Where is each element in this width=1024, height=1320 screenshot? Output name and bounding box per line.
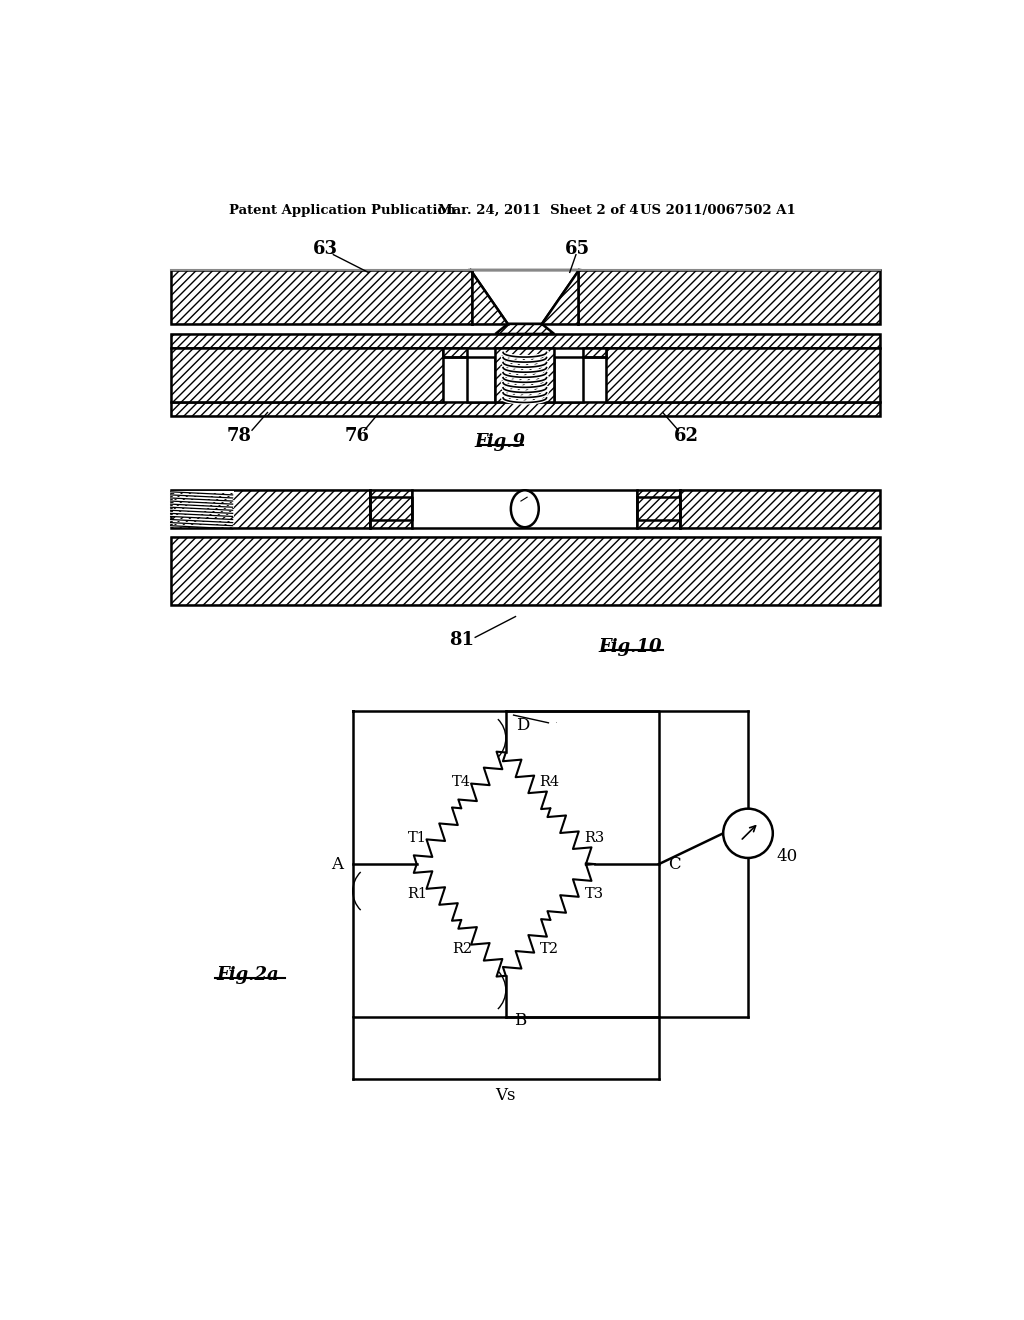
Text: T4: T4 [453,775,471,789]
Polygon shape [443,348,467,358]
Text: R4: R4 [540,775,560,789]
Text: T3: T3 [585,887,604,900]
Text: US 2011/0067502 A1: US 2011/0067502 A1 [640,205,796,218]
Polygon shape [171,403,880,416]
Text: 62: 62 [674,426,698,445]
Text: Fig.10: Fig.10 [598,639,662,656]
Polygon shape [171,490,370,528]
Polygon shape [583,348,606,358]
Polygon shape [542,271,579,323]
Ellipse shape [511,490,539,527]
Text: R3: R3 [585,830,604,845]
Polygon shape [171,537,880,605]
Polygon shape [578,271,880,323]
Text: Fig.2a: Fig.2a [217,966,280,983]
Text: D: D [516,717,529,734]
Bar [413,490,637,528]
Polygon shape [370,490,413,528]
Polygon shape [171,334,880,348]
Polygon shape [471,271,579,323]
Text: Patent Application Publication: Patent Application Publication [228,205,456,218]
Text: 76: 76 [344,426,369,445]
Polygon shape [637,490,680,528]
Polygon shape [171,348,443,403]
Circle shape [723,809,773,858]
Text: 40: 40 [776,847,798,865]
Text: T2: T2 [541,942,559,957]
Text: R2: R2 [452,942,472,957]
Text: R1: R1 [408,887,427,900]
Text: Vs: Vs [496,1086,516,1104]
Text: Mar. 24, 2011  Sheet 2 of 4: Mar. 24, 2011 Sheet 2 of 4 [438,205,639,218]
Text: T1: T1 [408,830,427,845]
Polygon shape [471,271,508,323]
Text: B: B [514,1012,526,1030]
Polygon shape [496,323,554,334]
Polygon shape [680,490,880,528]
Bar [554,358,583,403]
Text: 63: 63 [313,240,338,259]
Text: Fig.9: Fig.9 [474,433,525,450]
Polygon shape [171,271,472,323]
Text: 65: 65 [565,240,590,259]
Text: 78: 78 [226,426,251,445]
Polygon shape [496,348,554,403]
Text: C: C [668,855,681,873]
Bar [467,358,496,403]
Text: 81: 81 [449,631,474,648]
Polygon shape [606,348,880,403]
Text: A: A [331,855,343,873]
